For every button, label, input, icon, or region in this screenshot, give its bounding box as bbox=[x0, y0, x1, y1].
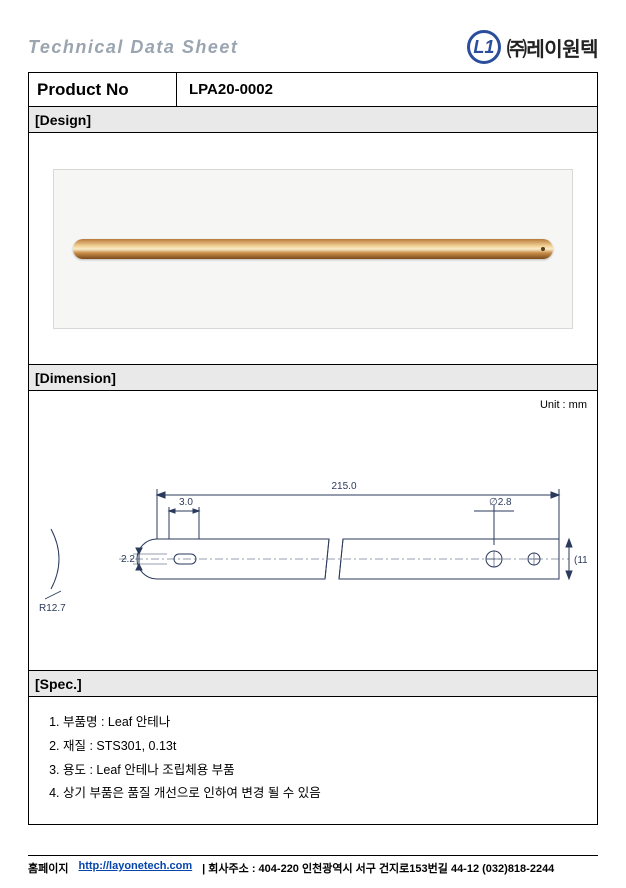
logo-badge-icon: L1 bbox=[467, 30, 501, 64]
spec-list: 부품명 : Leaf 안테나 재질 : STS301, 0.13t 용도 : L… bbox=[37, 711, 589, 806]
homepage-label: 홈페이지 bbox=[28, 860, 68, 876]
company-logo: L1 ㈜레이원텍 bbox=[467, 30, 598, 64]
spec-header: [Spec.] bbox=[29, 671, 597, 697]
product-no-label: Product No bbox=[29, 73, 177, 106]
doc-title: Technical Data Sheet bbox=[28, 37, 238, 58]
spec-body: 부품명 : Leaf 안테나 재질 : STS301, 0.13t 용도 : L… bbox=[29, 697, 597, 824]
design-body bbox=[29, 133, 597, 365]
product-no-value: LPA20-0002 bbox=[177, 73, 597, 106]
design-header: [Design] bbox=[29, 107, 597, 133]
page-footer: 홈페이지 http://layonetech.com | 회사주소 : 404-… bbox=[28, 855, 598, 876]
slot-length-label: 3.0 bbox=[179, 497, 193, 508]
length-label: 215.0 bbox=[331, 481, 356, 492]
spec-item: 상기 부품은 품질 개선으로 인하여 변경 될 수 있음 bbox=[63, 782, 589, 806]
height-label: (11.5) bbox=[574, 555, 587, 566]
dimension-drawing: R12.7 215.0 3.0 bbox=[39, 439, 587, 649]
dimension-body: Unit : mm R12.7 215.0 bbox=[29, 391, 597, 671]
spec-item: 재질 : STS301, 0.13t bbox=[63, 735, 589, 759]
dimension-header: [Dimension] bbox=[29, 365, 597, 391]
slot-width-label: 2.2 bbox=[121, 554, 135, 565]
unit-label: Unit : mm bbox=[540, 399, 587, 411]
product-bar-shape bbox=[73, 239, 553, 259]
footer-address: | 회사주소 : 404-220 인천광역시 서구 건지로153번길 44-12… bbox=[202, 860, 554, 876]
spec-item: 부품명 : Leaf 안테나 bbox=[63, 711, 589, 735]
product-no-row: Product No LPA20-0002 bbox=[29, 73, 597, 107]
homepage-link[interactable]: http://layonetech.com bbox=[78, 860, 192, 876]
radius-label: R12.7 bbox=[39, 603, 66, 614]
spec-item: 용도 : Leaf 안테나 조립체용 부품 bbox=[63, 759, 589, 783]
company-name: ㈜레이원텍 bbox=[507, 33, 598, 62]
hole-dia-label: ∅2.8 bbox=[489, 497, 512, 508]
product-photo bbox=[53, 169, 573, 329]
datasheet-frame: Product No LPA20-0002 [Design] [Dimensio… bbox=[28, 72, 598, 825]
page-header: Technical Data Sheet L1 ㈜레이원텍 bbox=[28, 30, 598, 64]
